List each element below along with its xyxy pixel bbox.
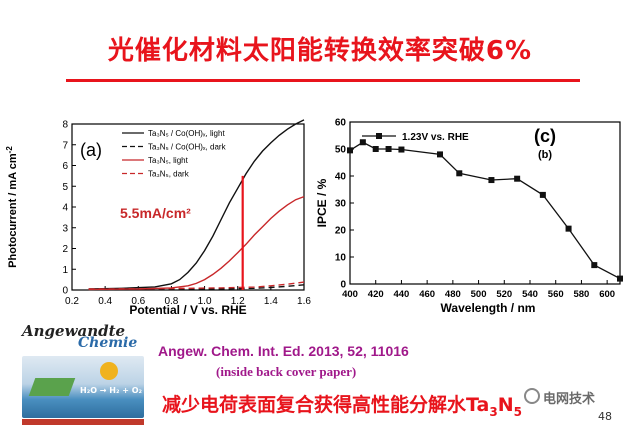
ipce-point <box>359 139 366 146</box>
y-tick-label-c: 60 <box>335 118 347 129</box>
y-tick-label-a: 2 <box>62 244 68 255</box>
y-tick-label-a: 8 <box>62 120 68 131</box>
ipce-point <box>372 146 379 152</box>
legend-marker-c <box>376 133 382 139</box>
ipce-point <box>591 262 598 269</box>
y-tick-label-a: 7 <box>62 140 68 151</box>
x-tick-label-a: 0.6 <box>131 296 145 307</box>
series-line-a <box>88 119 305 290</box>
ipce-point <box>456 170 463 177</box>
legend-label-a: Ta₃N₅, dark <box>148 170 190 179</box>
x-axis-label-a: Potential / V vs. RHE <box>129 303 246 317</box>
panel-label-c: (c) <box>534 126 556 146</box>
ipce-point <box>617 275 623 282</box>
reference-note: (inside back cover paper) <box>216 364 357 379</box>
x-tick-label-a: 1.0 <box>198 296 212 307</box>
sun-icon <box>100 362 118 380</box>
y-tick-label-c: 20 <box>335 226 347 237</box>
cover-formula: H₂O → H₂ + O₂ <box>80 386 143 395</box>
legend-label-a: Ta₃N₅ / Co(OH)ₓ, light <box>148 129 225 138</box>
ipce-point <box>565 225 572 232</box>
x-tick-label-c: 440 <box>393 289 409 300</box>
current-annotation: 5.5mA/cm² <box>120 205 191 221</box>
y-tick-label-a: 0 <box>62 286 68 297</box>
x-tick-label-a: 0.2 <box>65 296 79 307</box>
solar-panel-icon <box>28 378 76 396</box>
ipce-chart: 0 10 20 30 40 50 60 400 420 440 460 480 500 520 540 56… <box>316 118 623 315</box>
caption-mid: N <box>497 394 514 416</box>
caption-sub-1: 3 <box>489 404 498 419</box>
caption-sub-2: 5 <box>513 404 522 419</box>
x-tick-label-c: 500 <box>471 289 487 300</box>
series-line-a <box>88 195 305 291</box>
y-tick-label-a: 6 <box>62 161 68 172</box>
cover-footer-band <box>22 419 144 425</box>
y-axis-label-c: IPCE / % <box>316 178 329 227</box>
x-tick-label-c: 600 <box>599 289 615 300</box>
slide-title: 光催化材料太阳能转换效率突破6% <box>107 36 533 66</box>
page-number: 48 <box>598 410 612 423</box>
x-tick-label-a: 1.2 <box>231 296 245 307</box>
x-axis-label-c: Wavelength / nm <box>441 301 536 315</box>
x-tick-label-c: 520 <box>496 289 512 300</box>
journal-cover: Angewandte Chemie H₂O → H₂ + O₂ <box>18 322 148 426</box>
legend-label-a: Ta₃N₅, light <box>148 156 189 165</box>
y-tick-label-a: 5 <box>62 182 68 193</box>
x-tick-label-c: 480 <box>445 289 461 300</box>
cover-artwork: H₂O → H₂ + O₂ <box>22 356 144 418</box>
y-tick-label-c: 40 <box>335 172 347 183</box>
y-tick-label-c: 50 <box>335 145 347 156</box>
y-tick-label-c: 10 <box>335 253 347 264</box>
ipce-line <box>349 141 621 280</box>
ipce-point <box>398 146 405 153</box>
photocurrent-chart: 0 1 2 3 4 5 6 7 8 0.2 0.4 0.6 0.8 1.0 1.2 1.4 1.6 (a) T… <box>5 119 311 317</box>
x-tick-label-c: 560 <box>548 289 564 300</box>
ipce-point <box>514 175 521 182</box>
x-tick-label-c: 420 <box>368 289 384 300</box>
journal-reference: Angew. Chem. Int. Ed. 2013, 52, 11016 <box>158 343 409 359</box>
y-tick-label-c: 0 <box>340 280 346 291</box>
x-tick-label-c: 540 <box>522 289 538 300</box>
watermark: 电网技术 <box>543 392 596 407</box>
panel-sublabel-b: (b) <box>538 149 552 161</box>
y-axis-label-a: Photocurrent / mA cm-2 <box>5 146 19 268</box>
ipce-point <box>347 147 353 154</box>
ipce-point <box>488 177 495 184</box>
ipce-point <box>437 151 443 158</box>
cover-brand-2: Chemie <box>78 335 138 351</box>
y-tick-label-a: 1 <box>62 265 68 276</box>
y-tick-label-a: 3 <box>62 223 68 234</box>
y-axis-label-sup: -2 <box>5 146 14 154</box>
ipce-point <box>385 146 392 152</box>
x-tick-label-a: 1.4 <box>264 296 278 307</box>
legend-label-c: 1.23V vs. RHE <box>402 132 469 143</box>
wechat-icon <box>524 388 540 404</box>
bottom-caption: 减少电荷表面复合获得高性能分解水Ta3N5 <box>162 394 522 419</box>
x-tick-label-c: 580 <box>573 289 589 300</box>
cover-brand: Angewandte <box>22 322 126 340</box>
panel-label-a: (a) <box>80 140 102 160</box>
legend-label-a: Ta₃N₅ / Co(OH)ₓ, dark <box>148 143 227 152</box>
x-tick-label-a: 0.8 <box>164 296 178 307</box>
ipce-point <box>539 191 546 198</box>
title-divider <box>66 79 580 82</box>
y-tick-label-c: 30 <box>335 199 347 210</box>
x-tick-label-a: 0.4 <box>98 296 112 307</box>
y-tick-label-a: 4 <box>62 203 68 214</box>
x-tick-label-c: 400 <box>342 289 358 300</box>
x-tick-label-c: 460 <box>419 289 435 300</box>
x-tick-label-a: 1.6 <box>297 296 311 307</box>
